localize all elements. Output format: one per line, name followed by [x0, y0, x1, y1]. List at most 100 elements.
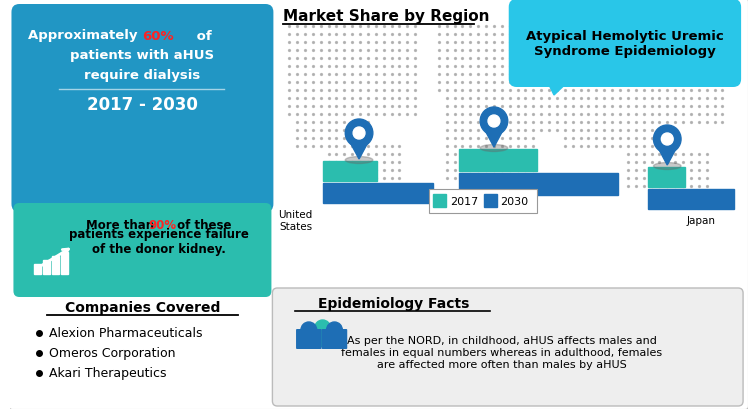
- Point: [693, 119, 705, 126]
- Point: [527, 175, 539, 182]
- Point: [457, 31, 469, 38]
- Point: [590, 135, 602, 142]
- Point: [716, 88, 728, 94]
- Point: [338, 151, 350, 158]
- Point: [448, 167, 460, 174]
- Point: [606, 144, 618, 150]
- Point: [504, 119, 516, 126]
- Point: [322, 79, 334, 86]
- Point: [488, 95, 500, 102]
- Point: [598, 63, 610, 70]
- Point: [590, 72, 602, 78]
- Point: [338, 191, 350, 198]
- Point: [653, 95, 665, 102]
- Point: [315, 79, 327, 86]
- Point: [543, 103, 555, 110]
- Point: [354, 160, 366, 166]
- Point: [567, 144, 579, 150]
- Point: [307, 72, 319, 78]
- Point: [354, 56, 366, 62]
- Point: [354, 31, 366, 38]
- Point: [488, 40, 500, 46]
- Point: [669, 167, 681, 174]
- Point: [693, 31, 705, 38]
- Point: [394, 191, 406, 198]
- Point: [669, 175, 681, 182]
- Point: [394, 175, 406, 182]
- Point: [362, 144, 374, 150]
- Point: [685, 175, 697, 182]
- Point: [653, 103, 665, 110]
- Ellipse shape: [653, 163, 681, 170]
- Point: [630, 47, 642, 54]
- Point: [716, 103, 728, 110]
- Point: [536, 72, 548, 78]
- Point: [504, 63, 516, 70]
- Point: [441, 88, 453, 94]
- Bar: [52, 256, 58, 274]
- Point: [504, 40, 516, 46]
- Point: [331, 24, 343, 30]
- Point: [527, 151, 539, 158]
- Point: [394, 72, 406, 78]
- Point: [512, 95, 524, 102]
- Point: [685, 151, 697, 158]
- Point: [488, 24, 500, 30]
- Point: [401, 24, 413, 30]
- Point: [464, 72, 476, 78]
- Point: [433, 79, 445, 86]
- Point: [536, 119, 548, 126]
- Point: [622, 119, 634, 126]
- Point: [291, 103, 303, 110]
- Point: [338, 103, 350, 110]
- Text: of these: of these: [173, 219, 232, 232]
- Point: [574, 56, 586, 62]
- Point: [638, 40, 650, 46]
- Point: [520, 144, 532, 150]
- Text: of: of: [192, 29, 211, 43]
- Point: [401, 56, 413, 62]
- Point: [583, 111, 595, 118]
- Point: [496, 151, 508, 158]
- Point: [653, 144, 665, 150]
- Point: [614, 128, 626, 134]
- Point: [630, 56, 642, 62]
- Point: [693, 79, 705, 86]
- Point: [559, 119, 571, 126]
- Point: [410, 72, 422, 78]
- Point: [700, 119, 712, 126]
- Point: [662, 24, 674, 30]
- Bar: [43, 261, 50, 274]
- Point: [322, 40, 334, 46]
- Text: patients experience failure
of the donor kidney.: patients experience failure of the donor…: [69, 227, 249, 255]
- Point: [551, 111, 563, 118]
- Point: [614, 144, 626, 150]
- Point: [559, 88, 571, 94]
- Point: [307, 24, 319, 30]
- Polygon shape: [482, 126, 506, 148]
- Point: [504, 24, 516, 30]
- Point: [630, 31, 642, 38]
- Point: [441, 167, 453, 174]
- Point: [574, 103, 586, 110]
- Bar: [458, 173, 618, 196]
- Point: [653, 119, 665, 126]
- Point: [700, 63, 712, 70]
- Point: [480, 160, 492, 166]
- Point: [307, 144, 319, 150]
- Point: [346, 191, 358, 198]
- Point: [472, 88, 484, 94]
- Point: [291, 128, 303, 134]
- Point: [338, 144, 350, 150]
- Point: [709, 95, 721, 102]
- Point: [464, 151, 476, 158]
- Point: [307, 128, 319, 134]
- Point: [441, 175, 453, 182]
- Point: [284, 79, 296, 86]
- Point: [512, 63, 524, 70]
- Point: [662, 63, 674, 70]
- Point: [559, 103, 571, 110]
- Point: [331, 111, 343, 118]
- Point: [638, 95, 650, 102]
- Point: [630, 144, 642, 150]
